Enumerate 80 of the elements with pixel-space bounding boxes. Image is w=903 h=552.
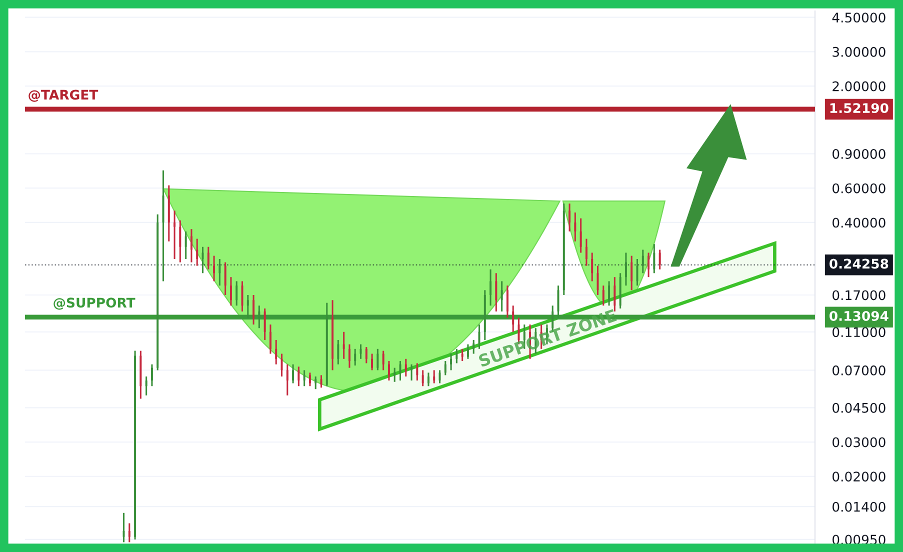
- candlestick: [382, 350, 384, 371]
- candlestick: [456, 348, 458, 364]
- candlestick: [648, 252, 650, 278]
- candlestick: [314, 376, 317, 390]
- candlestick: [145, 376, 148, 396]
- candlestick: [433, 369, 436, 384]
- candlestick: [450, 352, 452, 371]
- candlestick: [495, 272, 498, 312]
- candlestick: [444, 360, 446, 376]
- text: 0.13094: [830, 310, 888, 321]
- candlestick: [298, 366, 300, 387]
- candlestick: [466, 344, 469, 360]
- candlestick: [264, 308, 266, 341]
- y-tick-label: 2.00000: [832, 81, 886, 92]
- y-tick-label: 0.07000: [832, 365, 886, 376]
- candlestick: [658, 248, 661, 270]
- y-tick-label: 0.60000: [832, 183, 886, 194]
- candlestick: [472, 339, 475, 355]
- candlestick: [236, 280, 238, 306]
- candlestick: [252, 294, 255, 326]
- candlestick: [574, 212, 576, 242]
- candlestick: [404, 358, 407, 378]
- candlestick: [580, 218, 582, 254]
- candlestick: [568, 202, 571, 232]
- y-tick-label: 3.00000: [832, 46, 886, 57]
- ref-line-label: @SUPPORT: [54, 298, 136, 310]
- candlestick: [196, 238, 198, 267]
- candlestick: [269, 324, 272, 355]
- candlestick: [292, 364, 294, 384]
- candlestick: [150, 364, 153, 387]
- candlestick: [354, 348, 356, 366]
- candlestick: [416, 362, 418, 382]
- candlestick: [422, 369, 424, 387]
- candlestick: [376, 348, 379, 371]
- candlestick: [207, 246, 210, 270]
- candlestick: [371, 352, 374, 371]
- candlestick: [490, 268, 492, 306]
- candlestick: [342, 331, 345, 360]
- candlestick: [506, 284, 508, 318]
- ref-line-label: @TARGET: [28, 90, 98, 102]
- candlestick: [128, 522, 130, 543]
- candlestick: [184, 230, 187, 260]
- y-tick-label: 0.01400: [832, 502, 886, 512]
- y-tick-label: 0.90000: [832, 148, 886, 159]
- candlestick: [337, 339, 340, 366]
- candlestick: [218, 258, 221, 286]
- y-tick-label: 0.17000: [832, 290, 886, 300]
- candlestick: [602, 284, 604, 306]
- candlestick: [500, 280, 503, 312]
- candlestick: [642, 248, 644, 274]
- candlestick: [348, 344, 350, 369]
- candlestick: [585, 238, 588, 267]
- y-tick-label: 0.40000: [832, 218, 886, 228]
- candlestick: [461, 348, 464, 362]
- text: 1.52190: [830, 103, 888, 114]
- candlestick: [624, 252, 627, 286]
- candlestick: [365, 346, 368, 364]
- y-tick-label: 4.50000: [832, 12, 886, 23]
- candlestick: [190, 228, 192, 264]
- y-tick-label: 0.03000: [832, 437, 886, 448]
- y-tick-label: 0.02000: [832, 472, 886, 482]
- candlestick: [303, 369, 306, 387]
- candlestick: [213, 255, 216, 282]
- candlestick: [179, 220, 182, 264]
- candlestick: [275, 339, 278, 366]
- text: 0.24258: [830, 258, 888, 269]
- candlestick: [230, 276, 232, 306]
- y-tick-label: 0.04500: [832, 402, 886, 413]
- candlestick: [174, 210, 176, 260]
- candlestick: [286, 364, 288, 396]
- candlestick: [224, 262, 226, 296]
- candlestick: [427, 372, 430, 387]
- candlestick: [653, 243, 656, 274]
- y-tick-label: 0.11000: [832, 327, 886, 338]
- candlestick: [591, 252, 594, 282]
- candlestick: [630, 255, 633, 291]
- candlestick: [394, 367, 396, 383]
- candlestick: [608, 280, 610, 306]
- candlestick: [308, 372, 311, 387]
- candlestick: [388, 360, 390, 382]
